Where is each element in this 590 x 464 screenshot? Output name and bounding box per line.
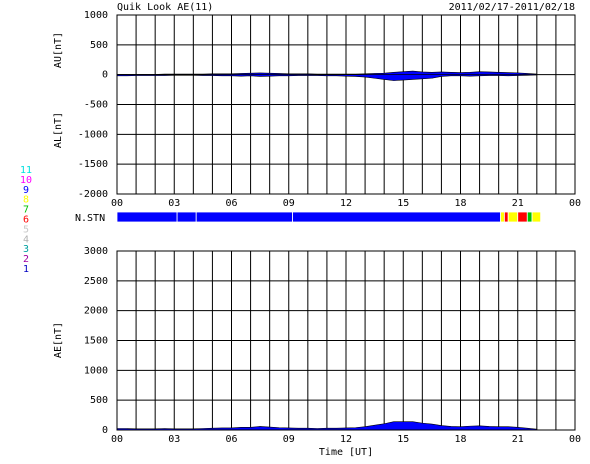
y-tick-label: -2000 (78, 189, 108, 200)
y-tick-label: 2500 (84, 276, 108, 287)
x-tick-label: 09 (283, 198, 295, 209)
y-tick-label: 2000 (84, 306, 108, 317)
x-tick-label: 21 (512, 434, 524, 445)
station-legend-label: 2 (23, 254, 29, 265)
x-tick-label: 00 (569, 434, 581, 445)
station-segment (531, 211, 542, 223)
y-axis-label: AE[nT] (53, 322, 64, 358)
x-tick-label: 21 (512, 198, 524, 209)
x-tick-label: 06 (225, 434, 237, 445)
y-tick-label: 1000 (84, 365, 108, 376)
y-tick-label: 500 (90, 395, 108, 406)
x-tick-label: 12 (340, 198, 352, 209)
y-tick-label: 1500 (84, 336, 108, 347)
station-legend-label: 9 (23, 185, 29, 196)
x-tick-label: 06 (225, 198, 237, 209)
station-segment (517, 211, 528, 223)
title: Quik Look AE(11) (117, 2, 213, 13)
y-tick-label: 0 (102, 70, 108, 81)
x-tick-label: 15 (397, 434, 409, 445)
x-tick-label: 03 (168, 198, 180, 209)
y-tick-label: 3000 (84, 246, 108, 257)
y-tick-label: -1000 (78, 129, 108, 140)
station-legend-label: 6 (23, 215, 29, 226)
area (116, 421, 538, 431)
x-tick-label: 15 (397, 198, 409, 209)
plot-frame (116, 14, 576, 195)
date-range: 2011/02/17-2011/02/18 (449, 2, 575, 13)
x-tick-label: 18 (454, 434, 466, 445)
station-segment (195, 211, 293, 223)
station-segment (176, 211, 197, 223)
station-legend-label: 3 (23, 244, 29, 255)
stations-label: N.STN (75, 213, 105, 224)
station-legend-label: 8 (23, 195, 29, 206)
y-tick-label: 1000 (84, 10, 108, 21)
x-tick-label: 18 (454, 198, 466, 209)
y-tick-label: 500 (90, 40, 108, 51)
station-legend-label: 10 (20, 175, 32, 186)
x-tick-label: 00 (569, 198, 581, 209)
y-tick-label: 0 (102, 425, 108, 436)
y-axis-label: AL[nT] (53, 112, 64, 148)
y-axis-label: AU[nT] (53, 32, 64, 68)
station-segment (500, 211, 505, 223)
station-segment (116, 211, 178, 223)
x-tick-label: 09 (283, 434, 295, 445)
station-legend-label: 5 (23, 224, 29, 235)
station-segment (507, 211, 519, 223)
x-tick-label: 00 (111, 434, 123, 445)
station-legend-label: 4 (23, 234, 29, 245)
station-legend-label: 11 (20, 165, 32, 176)
x-axis-label: Time [UT] (319, 447, 373, 458)
area (116, 74, 538, 81)
x-tick-label: 03 (168, 434, 180, 445)
x-tick-label: 00 (111, 198, 123, 209)
y-tick-label: -1500 (78, 159, 108, 170)
station-segment (503, 211, 509, 223)
area (116, 70, 538, 75)
x-tick-label: 12 (340, 434, 352, 445)
station-segment (526, 211, 533, 223)
plot-frame (116, 250, 576, 431)
station-legend-label: 1 (23, 264, 29, 275)
station-legend-label: 7 (23, 205, 29, 216)
station-segment (292, 211, 501, 223)
y-tick-label: -500 (84, 100, 108, 111)
